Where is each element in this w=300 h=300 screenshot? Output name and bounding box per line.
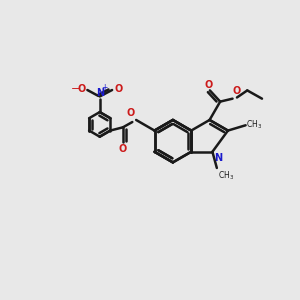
Text: O: O xyxy=(114,84,122,94)
Text: +: + xyxy=(102,83,108,92)
Text: O: O xyxy=(205,80,213,89)
Text: O: O xyxy=(233,86,241,96)
Text: O: O xyxy=(77,84,85,94)
Text: N: N xyxy=(96,88,104,98)
Text: O: O xyxy=(119,143,127,154)
Text: CH$_3$: CH$_3$ xyxy=(218,169,235,182)
Text: CH$_3$: CH$_3$ xyxy=(247,118,263,131)
Text: −: − xyxy=(70,84,80,94)
Text: N: N xyxy=(214,153,222,163)
Text: O: O xyxy=(127,108,135,118)
